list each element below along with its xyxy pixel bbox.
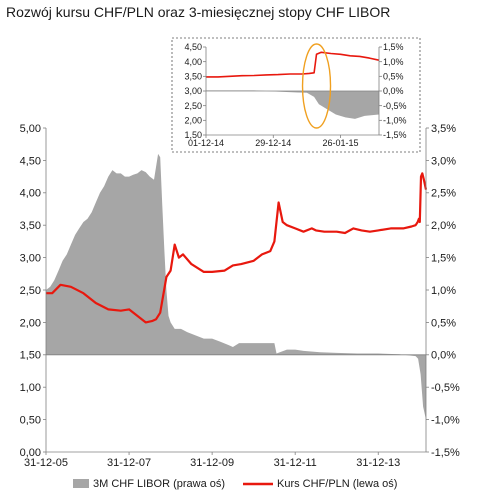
inset-tick-label-left: 2,50 (184, 101, 202, 111)
inset-tick-label-x: 26-01-15 (323, 138, 359, 148)
main-tick-label-right: 1,0% (431, 285, 456, 297)
legend-label-chfpln: Kurs CHF/PLN (lewa oś) (277, 478, 397, 490)
main-tick-label-left: 0,50 (20, 414, 41, 426)
main-tick-label-left: 1,00 (20, 382, 41, 394)
main-tick-label-right: 1,5% (431, 252, 456, 264)
inset-tick-label-left: 4,50 (184, 42, 202, 52)
main-tick-label-right: 0,5% (431, 317, 456, 329)
inset-tick-label-left: 3,00 (184, 86, 202, 96)
main-tick-label-left: 4,50 (20, 155, 41, 167)
main-tick-label-right: 3,0% (431, 155, 456, 167)
inset-highlight-ellipse (301, 43, 332, 129)
main-tick-label-x: 31-12-13 (356, 457, 400, 469)
main-tick-label-right: 3,5% (431, 123, 456, 135)
main-tick-label-left: 4,00 (20, 188, 41, 200)
main-tick-label-left: 2,00 (20, 317, 41, 329)
main-tick-label-left: 3,00 (20, 252, 41, 264)
main-tick-label-left: 2,50 (20, 285, 41, 297)
main-tick-label-right: 0,0% (431, 350, 456, 362)
main-tick-label-x: 31-12-07 (107, 457, 151, 469)
inset-chfpln-line (206, 51, 380, 78)
inset-tick-label-right: -0,5% (383, 101, 407, 111)
main-libor-area (46, 153, 426, 420)
inset-libor-area (206, 90, 379, 119)
main-tick-label-x: 31-12-11 (274, 457, 317, 469)
main-tick-label-x: 31-12-09 (190, 457, 234, 469)
chart-title: Rozwój kursu CHF/PLN oraz 3-miesięcznej … (6, 4, 391, 20)
main-tick-label-right: -1,0% (431, 414, 460, 426)
inset-tick-label-left: 2,00 (184, 115, 202, 125)
inset-tick-label-right: 1,0% (383, 57, 404, 67)
inset-tick-label-right: 0,0% (383, 86, 404, 96)
main-tick-label-right: 2,0% (431, 220, 456, 232)
main-tick-label-left: 0,00 (20, 447, 41, 459)
main-tick-label-left: 5,00 (20, 123, 41, 135)
main-tick-label-right: -1,5% (431, 447, 460, 459)
main-chfpln-line (46, 172, 428, 324)
inset-tick-label-right: 0,5% (383, 71, 404, 81)
inset-tick-label-right: -1,0% (383, 115, 407, 125)
inset-tick-label-right: -1,5% (383, 130, 407, 140)
main-tick-label-right: 2,5% (431, 188, 456, 200)
inset-tick-label-left: 4,00 (184, 57, 202, 67)
main-tick-label-x: 31-12-05 (24, 457, 68, 469)
inset-tick-label-x: 29-12-14 (255, 138, 291, 148)
inset-tick-label-right: 1,5% (383, 42, 404, 52)
inset-tick-label-x: 01-12-14 (188, 138, 224, 148)
main-tick-label-left: 1,50 (20, 350, 41, 362)
main-tick-label-left: 3,50 (20, 220, 41, 232)
main-tick-label-right: -0,5% (431, 382, 460, 394)
inset-tick-label-left: 1,50 (184, 130, 202, 140)
legend-swatch-libor (73, 479, 89, 488)
legend-label-libor: 3M CHF LIBOR (prawa oś) (93, 478, 225, 490)
inset-tick-label-left: 3,50 (184, 71, 202, 81)
legend: 3M CHF LIBOR (prawa oś) Kurs CHF/PLN (lew… (73, 478, 397, 490)
